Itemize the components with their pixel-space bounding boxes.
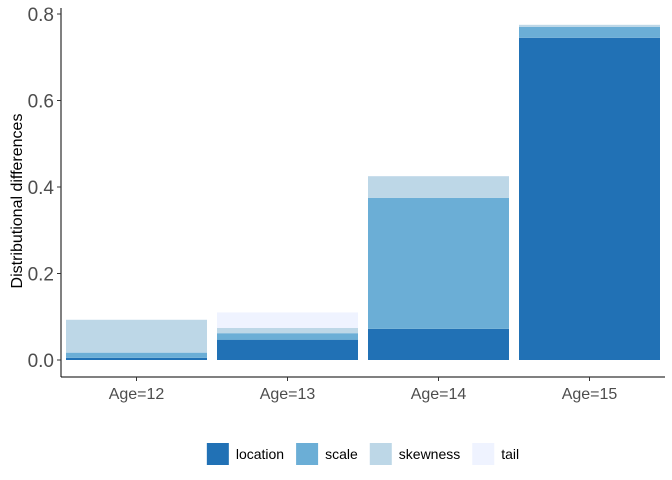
- bar-segment-skewness: [368, 176, 509, 198]
- legend-swatch: [206, 443, 229, 465]
- y-tick-label: 0.0: [28, 351, 54, 372]
- legend-swatch: [472, 443, 495, 465]
- bar-segment-scale: [368, 197, 509, 329]
- bar-segment-skewness: [66, 319, 207, 353]
- legend-label: tail: [501, 446, 519, 462]
- y-tick-label: 0.4: [28, 178, 55, 199]
- bar-segment-location: [66, 357, 207, 360]
- bar-segment-scale: [519, 26, 660, 38]
- axes-layer: 0.0 0.2 0.4 0.6 0.8 Age=12 Age=13 Age=14 Age=15: [28, 5, 665, 403]
- y-tick-label: 0.2: [28, 265, 54, 286]
- bar-segment-skewness: [519, 24, 660, 27]
- x-tick-label: Age=13: [260, 386, 316, 403]
- bar-segment-location: [519, 37, 660, 360]
- bar-segment-scale: [66, 352, 207, 358]
- legend-swatch: [369, 443, 392, 465]
- legend-item-skewness: skewness: [369, 443, 460, 465]
- y-tick-label: 0.6: [28, 92, 54, 113]
- legend-item-scale: scale: [296, 443, 358, 465]
- legend-item-tail: tail: [472, 443, 519, 465]
- bar-segment-location: [368, 328, 509, 360]
- y-axis-title: Distributional differences: [9, 114, 26, 289]
- bar-segment-scale: [217, 333, 358, 340]
- legend-item-location: location: [206, 443, 284, 465]
- bars-layer: [66, 24, 660, 360]
- bar-segment-skewness: [217, 328, 358, 334]
- x-tick-label: Age=15: [562, 386, 618, 403]
- legend-label: location: [236, 446, 284, 462]
- x-tick-label: Age=12: [109, 386, 165, 403]
- legend-label: skewness: [399, 446, 460, 462]
- x-tick-label: Age=14: [411, 386, 467, 403]
- legend-swatch: [296, 443, 319, 465]
- legend-label: scale: [325, 446, 358, 462]
- bar-segment-location: [217, 339, 358, 360]
- bar-segment-tail: [217, 312, 358, 328]
- legend: location scale skewness tail: [206, 443, 519, 465]
- y-tick-label: 0.8: [28, 5, 54, 26]
